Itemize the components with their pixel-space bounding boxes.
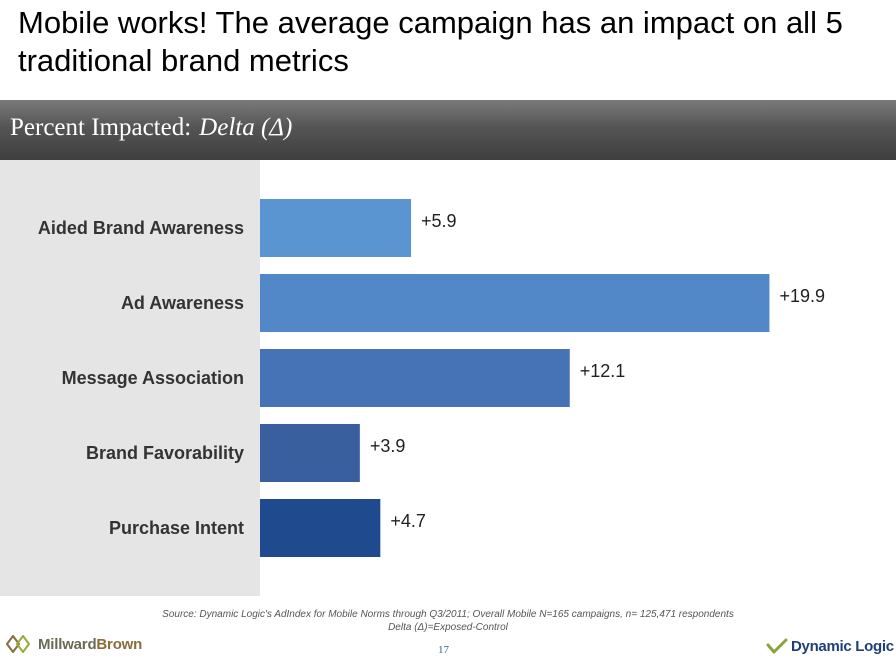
logo-left-part2: Brown: [96, 635, 143, 653]
source-line-1: Source: Dynamic Logic's AdIndex for Mobi…: [162, 609, 734, 620]
bar-ad-awareness: [260, 274, 770, 332]
bar-message-association: [260, 349, 570, 407]
chart-header-band: Percent Impacted: Delta (Δ): [0, 100, 896, 160]
millward-brown-icon: [6, 635, 31, 653]
data-label-ad-awareness: +19.9: [779, 286, 825, 306]
bar-brand-favorability: [260, 424, 360, 482]
data-label-message-association: +12.1: [580, 361, 626, 381]
data-label-brand-favorability: +3.9: [370, 436, 406, 456]
data-label-purchase-intent: +4.7: [390, 511, 426, 531]
category-label-aided-brand-awareness: Aided Brand Awareness: [38, 218, 244, 238]
slide-title: Mobile works! The average campaign has a…: [18, 5, 843, 78]
logo-right-text: Dynamic Logic: [791, 637, 894, 655]
data-label-aided-brand-awareness: +5.9: [421, 211, 457, 231]
source-note: Source: Dynamic Logic's AdIndex for Mobi…: [0, 608, 896, 634]
logo-left-part1: Millward: [38, 635, 97, 653]
category-label-panel: [0, 160, 260, 596]
checkmark-icon: [766, 638, 788, 654]
category-label-brand-favorability: Brand Favorability: [86, 443, 244, 463]
category-label-ad-awareness: Ad Awareness: [121, 293, 244, 313]
source-line-2: Delta (Δ)=Exposed-Control: [388, 622, 508, 633]
chart-header: Percent Impacted: Delta (Δ): [10, 114, 292, 142]
category-label-message-association: Message Association: [62, 368, 244, 388]
chart-header-sub: Delta (Δ): [199, 114, 293, 141]
category-label-purchase-intent: Purchase Intent: [109, 518, 244, 538]
page-number: 17: [438, 644, 449, 656]
bar-purchase-intent: [260, 499, 381, 557]
chart-header-main: Percent Impacted:: [10, 114, 192, 141]
bar-chart: Aided Brand Awareness +5.9 Ad Awareness +19…: [38, 199, 825, 557]
bar-aided-brand-awareness: [260, 199, 412, 257]
dynamic-logic-logo: Dynamic Logic: [766, 636, 894, 656]
millward-brown-logo: MillwardBrown: [6, 634, 142, 654]
